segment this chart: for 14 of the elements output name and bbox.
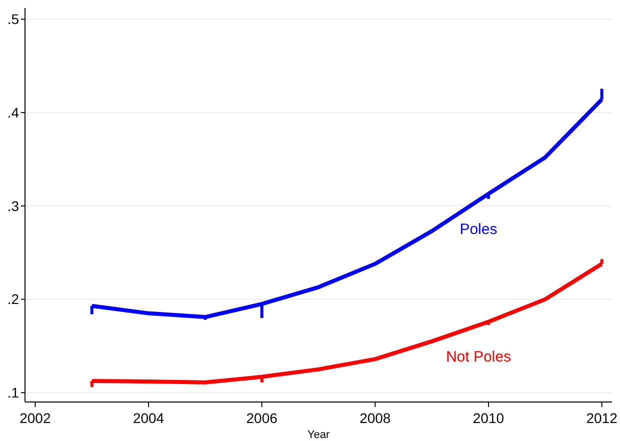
y-tick-label: .2 (7, 291, 20, 308)
x-tick-label: 2002 (20, 410, 51, 426)
y-tick-label: .5 (7, 11, 20, 28)
y-tick-label: .3 (7, 198, 20, 214)
x-tick-label: 2012 (586, 410, 618, 426)
series-label: Poles (460, 220, 498, 238)
series-label: Not Poles (446, 348, 512, 366)
x-axis-title: Year (307, 429, 330, 441)
x-tick-label: 2006 (246, 410, 278, 426)
x-tick-label: 2004 (132, 410, 164, 426)
y-tick-label: .1 (7, 384, 20, 401)
x-tick-label: 2010 (472, 410, 504, 426)
x-tick-label: 2008 (360, 410, 391, 426)
y-tick-label: .4 (7, 104, 20, 120)
